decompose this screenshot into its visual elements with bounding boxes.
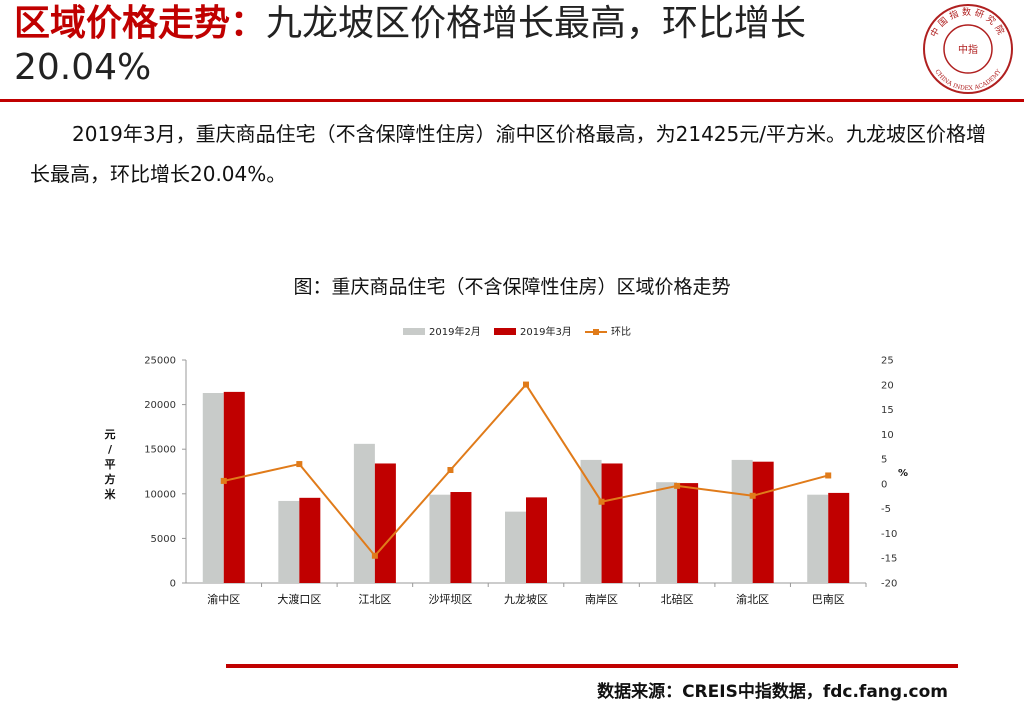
y-tick-label: 0 (170, 579, 176, 590)
footer-divider (226, 664, 958, 668)
district-price-chart: 0 5000 10000 15000 20000 25000 -20 -15 -10 -5 0 5 10… (104, 325, 909, 606)
y-tick-label: 15000 (144, 445, 176, 456)
bar-mar (374, 463, 396, 583)
bar-feb (202, 393, 224, 583)
bar-feb (731, 459, 753, 583)
mom-change-point (523, 381, 529, 388)
legend-label: 2019年3月 (520, 325, 572, 338)
legend-label: 环比 (611, 326, 631, 338)
x-tick-label: 北碚区 (661, 592, 694, 606)
y2-tick-label: -20 (881, 579, 897, 590)
bar-feb (429, 494, 451, 583)
y2-tick-label: -15 (881, 554, 897, 565)
page-title: 区域价格走势：九龙坡区价格增长最高，环比增长20.04% (14, 2, 914, 90)
mom-change-point (825, 472, 832, 479)
bar-feb (353, 443, 375, 583)
y2-tick-label: 15 (881, 405, 894, 416)
mom-change-point (749, 492, 756, 499)
mom-change-point (371, 552, 378, 559)
mom-change-point (674, 482, 681, 489)
bar-mar (526, 497, 547, 583)
y-tick-label: 5000 (151, 534, 176, 545)
bar-feb (278, 500, 300, 583)
bar-mar (299, 497, 321, 583)
bar-mar (223, 391, 245, 583)
title-rest: 九龙坡区价格增长最高，环比增长20.04% (14, 3, 807, 88)
title-divider (0, 99, 1024, 102)
logo-top-text: 中国指数研究院 (928, 6, 1006, 39)
title-highlight: 区域价格走势： (14, 3, 267, 44)
svg-text:CHINA INDEX ACADEMY: CHINA INDEX ACADEMY (933, 67, 1003, 92)
y2-tick-label: -10 (881, 529, 897, 540)
logo-bottom-text: CHINA INDEX ACADEMY (933, 67, 1003, 92)
y2-axis-label: % (898, 468, 908, 479)
y-tick-label: 20000 (144, 400, 176, 411)
mom-change-point (220, 477, 227, 484)
legend-swatch (403, 328, 425, 335)
x-tick-label: 江北区 (358, 593, 391, 606)
y2-tick-label: 0 (881, 479, 887, 490)
y-tick-label: 10000 (144, 489, 176, 500)
bar-mar (601, 463, 623, 583)
x-tick-label: 大渡口区 (277, 592, 321, 606)
logo-center-text: 中指 (958, 43, 978, 56)
bar-feb (807, 494, 829, 583)
legend-marker (593, 329, 599, 335)
bar-mar (752, 461, 774, 583)
svg-text:中国指数研究院: 中国指数研究院 (928, 6, 1009, 39)
x-tick-label: 沙坪坝区 (428, 592, 472, 606)
chart-title: 图：重庆商品住宅（不含保障性住房）区域价格走势 (293, 276, 731, 298)
x-tick-label: 渝中区 (207, 592, 240, 606)
bar-mar (828, 492, 850, 583)
y2-tick-label: -5 (881, 504, 891, 515)
y-axis-label: 元/平方米 (104, 428, 117, 501)
bar-feb (656, 482, 678, 583)
mom-change-point (598, 498, 605, 505)
mom-change-point (296, 461, 303, 468)
data-source: 数据来源：CREIS中指数据，fdc.fang.com (597, 682, 948, 702)
legend-label: 2019年2月 (429, 325, 481, 338)
legend-swatch (494, 328, 516, 335)
bar-feb (580, 459, 602, 583)
y2-tick-label: 5 (881, 455, 887, 466)
y2-tick-label: 10 (881, 430, 894, 441)
intro-paragraph: 2019年3月，重庆商品住宅（不含保障性住房）渝中区价格最高，为21425元/平… (30, 122, 986, 186)
mom-change-point (447, 467, 454, 474)
x-tick-label: 南岸区 (585, 593, 618, 606)
y2-tick-label: 25 (881, 356, 894, 367)
y2-tick-label: 20 (881, 380, 894, 391)
bar-mar (677, 483, 699, 583)
bar-feb (505, 511, 526, 583)
x-tick-label: 渝北区 (736, 592, 769, 606)
x-tick-label: 九龙坡区 (504, 593, 548, 606)
bar-mar (450, 492, 472, 583)
x-tick-label: 巴南区 (812, 593, 845, 606)
y-tick-label: 25000 (144, 356, 176, 367)
china-index-academy-logo: 中国指数研究院 CHINA INDEX ACADEMY 中指 (923, 4, 1013, 94)
